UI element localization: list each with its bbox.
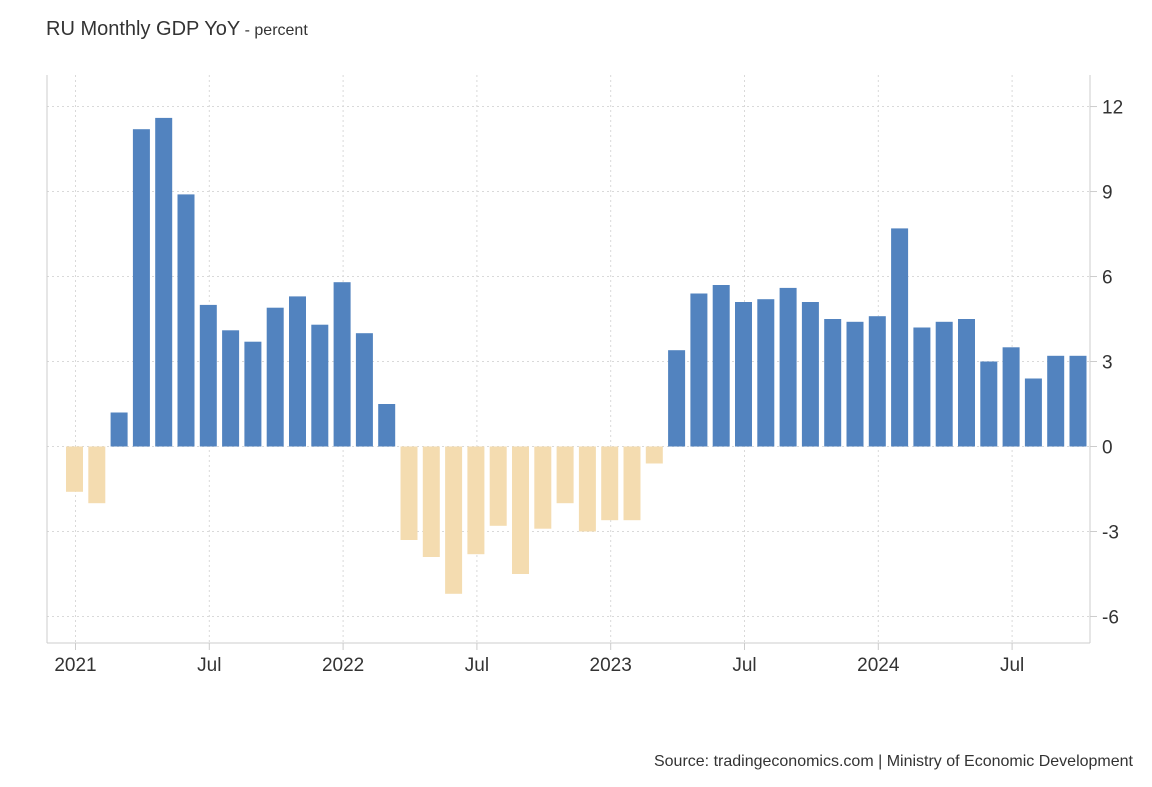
- bar-2022-01: [333, 282, 351, 447]
- bar-2022-09: [512, 446, 529, 574]
- bar-2021-07: [199, 304, 217, 447]
- bar-2021-10: [266, 307, 284, 447]
- bar-2023-12: [846, 321, 864, 447]
- bar-2024-03: [913, 327, 931, 447]
- bar-2021-01: [66, 446, 83, 492]
- y-tick-label: -3: [1102, 522, 1119, 543]
- bar-2022-10: [534, 446, 552, 529]
- bar-2021-11: [289, 296, 306, 447]
- bar-2023-04: [668, 350, 686, 447]
- bar-2021-02: [88, 446, 106, 504]
- y-tick-label: 12: [1102, 98, 1123, 119]
- y-tick-label: -6: [1102, 607, 1119, 628]
- x-tick-label: 2021: [54, 655, 96, 676]
- bar-2022-12: [578, 446, 596, 532]
- source-note: Source: tradingeconomics.com | Ministry …: [653, 753, 1133, 770]
- bar-2024-08: [1024, 378, 1042, 447]
- bar-2024-09: [1047, 355, 1065, 447]
- bar-2022-07: [467, 446, 485, 555]
- bar-2023-01: [601, 446, 619, 521]
- x-tick-label: Jul: [465, 655, 489, 676]
- bar-2024-07: [1002, 347, 1020, 447]
- y-tick-label: 6: [1102, 268, 1113, 289]
- bar-2022-08: [489, 446, 507, 526]
- bar-2022-03: [378, 404, 396, 447]
- bar-2021-04: [132, 129, 150, 447]
- bar-2023-06: [712, 285, 730, 447]
- bar-2023-09: [779, 287, 797, 447]
- x-tick-label: 2024: [857, 655, 900, 676]
- x-tick-label: 2023: [590, 655, 632, 676]
- bar-2022-11: [556, 446, 574, 504]
- label-layer: 12 9 6 3 0 -3 -6 2021 Jul 2022 Jul 2023 Jul 2024 Jul: [54, 98, 1123, 676]
- bar-2021-06: [177, 194, 195, 447]
- y-tick-label: 0: [1102, 438, 1113, 459]
- bar-2023-02: [623, 446, 641, 521]
- bar-2021-09: [244, 341, 262, 447]
- bar-2023-03: [645, 446, 663, 464]
- chart-title-subtitle: - percent: [244, 22, 308, 39]
- bar-2024-04: [935, 321, 953, 447]
- bar-2024-06: [980, 361, 998, 447]
- bar-2022-02: [355, 333, 373, 447]
- bar-2024-02: [891, 228, 909, 447]
- x-tick-label: Jul: [197, 655, 221, 676]
- axis-layer: [46, 75, 1097, 650]
- chart-title-main: RU Monthly GDP YoY: [46, 18, 241, 40]
- bar-2024-01: [868, 316, 886, 447]
- x-tick-label: Jul: [1000, 655, 1024, 676]
- y-tick-label: 9: [1102, 183, 1113, 204]
- bar-2023-07: [735, 302, 752, 447]
- bar-2023-10: [801, 302, 819, 447]
- bar-2023-08: [757, 299, 775, 447]
- bar-2024-05: [958, 319, 975, 447]
- x-tick-label: Jul: [732, 655, 756, 676]
- bar-layer: [66, 117, 1087, 594]
- bar-2021-12: [311, 324, 329, 447]
- x-tick-label: 2022: [322, 655, 364, 676]
- bar-2021-03: [110, 412, 128, 447]
- bar-2023-05: [690, 293, 708, 447]
- y-tick-label: 3: [1102, 353, 1113, 374]
- bar-2022-05: [422, 446, 440, 557]
- bar-2022-04: [400, 446, 418, 540]
- bar-2024-10: [1069, 355, 1087, 447]
- bar-2022-06: [445, 446, 463, 594]
- bar-2021-08: [222, 330, 240, 447]
- bar-2021-05: [155, 117, 173, 447]
- chart-title: RU Monthly GDP YoY - percent: [46, 18, 308, 41]
- bar-2023-11: [824, 319, 842, 447]
